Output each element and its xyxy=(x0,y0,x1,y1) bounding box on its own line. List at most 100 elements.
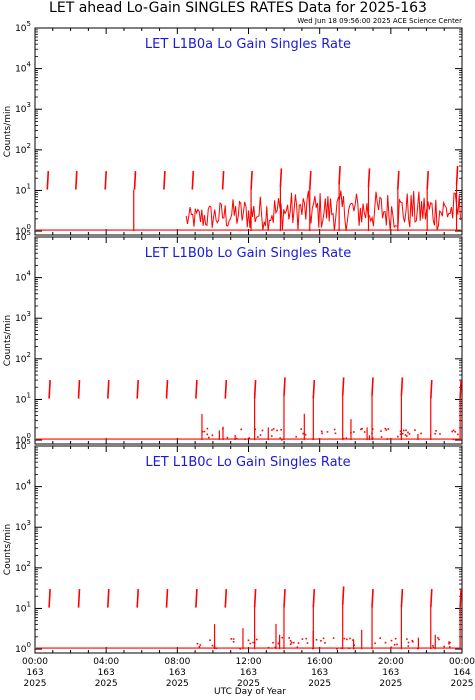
data-point xyxy=(320,640,322,642)
data-point xyxy=(267,647,270,649)
data-point xyxy=(301,638,304,640)
data-point xyxy=(407,645,410,647)
data-point xyxy=(289,643,292,645)
data-point xyxy=(256,638,258,641)
data-spike xyxy=(283,377,286,396)
series-data xyxy=(36,586,462,650)
data-point xyxy=(345,437,348,439)
data-point xyxy=(406,638,408,640)
data-point xyxy=(385,429,388,431)
series-data xyxy=(36,377,462,441)
data-point xyxy=(448,642,450,645)
y-tick-label: 105 xyxy=(15,20,31,34)
x-tick-day: 163 xyxy=(311,668,328,678)
data-point xyxy=(292,641,295,644)
x-tick-year: 2025 xyxy=(166,679,189,689)
y-tick-label: 102 xyxy=(15,560,31,574)
data-spike xyxy=(400,377,404,396)
data-point xyxy=(405,429,407,432)
data-point xyxy=(302,432,304,435)
data-point xyxy=(454,431,457,433)
data-point xyxy=(390,639,393,642)
data-point xyxy=(397,435,399,438)
noise-trace xyxy=(185,190,461,231)
data-point xyxy=(434,432,436,435)
chart-title: LET ahead Lo-Gain SINGLES RATES Data for… xyxy=(49,0,427,16)
timestamp-label: Wed Jun 18 09:56:00 2025 ACE Science Cen… xyxy=(297,17,462,25)
data-spike xyxy=(75,171,78,190)
data-point xyxy=(288,637,290,639)
x-tick-time: 16:00 xyxy=(307,657,333,667)
data-spike xyxy=(221,171,225,190)
y-tick-label: 103 xyxy=(15,310,31,324)
data-point xyxy=(203,430,206,433)
data-point xyxy=(403,429,405,432)
data-spike xyxy=(163,171,166,190)
data-point xyxy=(296,646,299,648)
data-point xyxy=(281,636,283,639)
y-tick-label: 103 xyxy=(15,519,31,533)
data-point xyxy=(277,642,280,645)
panel-2: 100 101 102 103 104 105 Counts/min LET L1B0b Lo… xyxy=(3,229,463,446)
data-point xyxy=(249,642,252,645)
x-tick-year: 2025 xyxy=(379,679,402,689)
data-point xyxy=(408,433,411,435)
data-spike xyxy=(46,171,50,190)
data-point xyxy=(457,433,459,436)
data-spike xyxy=(48,589,51,608)
x-tick-year: 2025 xyxy=(451,679,474,689)
data-point xyxy=(387,428,390,430)
data-point xyxy=(235,437,238,440)
data-point xyxy=(239,648,241,650)
data-point xyxy=(353,431,355,433)
data-point xyxy=(390,646,393,649)
y-tick-label: 102 xyxy=(15,351,31,365)
y-tick-label: 101 xyxy=(15,600,31,614)
x-tick-time: 20:00 xyxy=(378,657,404,667)
data-point xyxy=(399,430,402,433)
data-spike xyxy=(253,589,257,608)
data-point xyxy=(451,430,453,433)
data-point xyxy=(244,438,246,440)
data-point xyxy=(342,437,345,440)
data-point xyxy=(208,436,210,439)
data-point xyxy=(240,428,242,431)
data-point xyxy=(361,427,363,430)
y-tick-label: 100 xyxy=(15,223,31,237)
data-spike xyxy=(165,380,169,399)
data-point xyxy=(443,645,445,648)
data-point xyxy=(346,638,348,641)
data-point xyxy=(322,637,325,640)
data-point xyxy=(411,639,414,642)
y-tick-label: 105 xyxy=(15,229,31,243)
data-spike xyxy=(459,589,462,608)
data-point xyxy=(380,436,383,438)
data-point xyxy=(432,646,435,649)
data-point xyxy=(401,432,404,435)
data-spike xyxy=(136,589,139,608)
data-point xyxy=(232,638,235,640)
data-point xyxy=(405,435,408,437)
data-point xyxy=(333,428,336,431)
data-spike xyxy=(104,171,107,190)
data-point xyxy=(274,646,276,649)
y-tick-label: 104 xyxy=(15,270,31,284)
data-point xyxy=(271,435,273,437)
data-point xyxy=(399,433,402,435)
data-spike xyxy=(224,589,228,608)
data-spike xyxy=(107,589,110,608)
data-point xyxy=(279,437,281,439)
data-point xyxy=(416,647,419,650)
data-point xyxy=(206,433,208,436)
data-point xyxy=(360,428,362,431)
data-point xyxy=(326,431,329,433)
x-tick-year: 2025 xyxy=(24,679,47,689)
data-point xyxy=(247,639,250,642)
y-tick-label: 100 xyxy=(15,641,31,655)
x-tick-day: 163 xyxy=(98,668,115,678)
panels-group: 100 101 102 103 104 105 Counts/min LET L1B0a Lo… xyxy=(3,20,463,655)
